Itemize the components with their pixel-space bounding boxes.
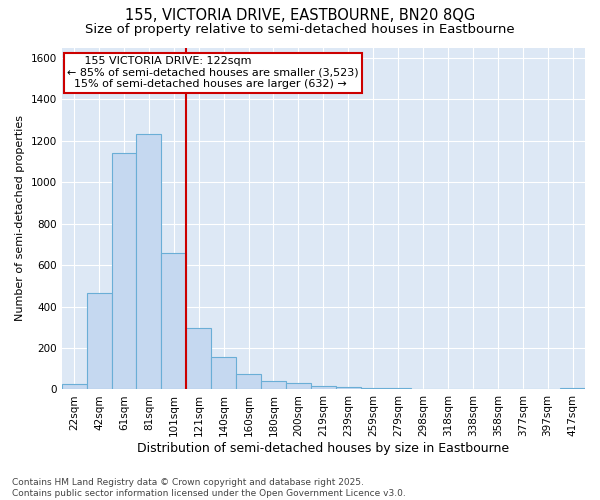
Text: 155, VICTORIA DRIVE, EASTBOURNE, BN20 8QG: 155, VICTORIA DRIVE, EASTBOURNE, BN20 8Q…	[125, 8, 475, 22]
Bar	[62, 384, 86, 390]
Bar	[136, 134, 161, 390]
Bar	[186, 328, 211, 390]
Bar	[386, 388, 410, 390]
X-axis label: Distribution of semi-detached houses by size in Eastbourne: Distribution of semi-detached houses by …	[137, 442, 509, 455]
Bar	[311, 386, 336, 390]
Bar	[261, 381, 286, 390]
Bar	[336, 388, 361, 390]
Bar	[410, 389, 436, 390]
Bar	[112, 153, 136, 390]
Text: Size of property relative to semi-detached houses in Eastbourne: Size of property relative to semi-detach…	[85, 22, 515, 36]
Bar	[236, 374, 261, 390]
Bar	[161, 252, 186, 390]
Bar	[560, 388, 585, 390]
Bar	[286, 383, 311, 390]
Bar	[86, 293, 112, 390]
Bar	[211, 358, 236, 390]
Text: 155 VICTORIA DRIVE: 122sqm
← 85% of semi-detached houses are smaller (3,523)
  1: 155 VICTORIA DRIVE: 122sqm ← 85% of semi…	[67, 56, 359, 89]
Y-axis label: Number of semi-detached properties: Number of semi-detached properties	[15, 116, 25, 322]
Text: Contains HM Land Registry data © Crown copyright and database right 2025.
Contai: Contains HM Land Registry data © Crown c…	[12, 478, 406, 498]
Bar	[361, 388, 386, 390]
